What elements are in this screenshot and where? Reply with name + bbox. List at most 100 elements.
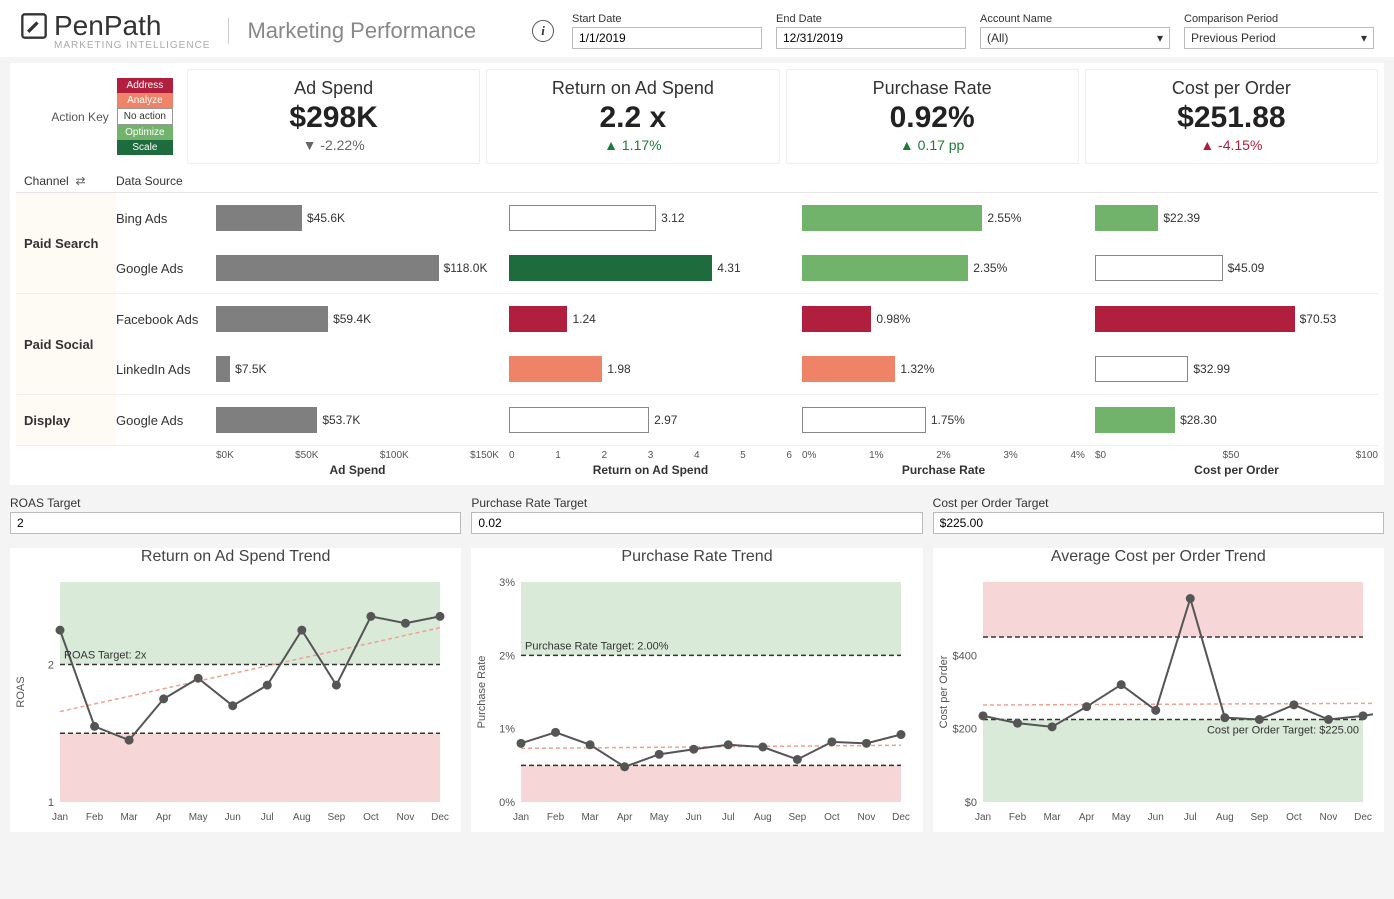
logo-icon [20, 12, 48, 40]
svg-text:Jul: Jul [722, 812, 735, 823]
bar-label: $22.39 [1163, 211, 1200, 225]
bar [1095, 306, 1295, 332]
bar-cell: 1.32% [802, 353, 1085, 385]
svg-text:Jun: Jun [686, 812, 702, 823]
kpi-title: Ad Spend [194, 78, 473, 99]
trend-prate[interactable]: Purchase Rate Trend0%1%2%3%JanFebMarAprM… [471, 548, 922, 832]
roas-target-input[interactable] [10, 512, 461, 534]
bar-label: 2.55% [987, 211, 1021, 225]
kpi-delta: ▲ 1.17% [493, 137, 772, 153]
bar-cell: $22.39 [1095, 202, 1378, 234]
header-source[interactable]: Data Source [116, 174, 216, 188]
svg-text:Oct: Oct [1286, 812, 1302, 823]
end-date-input[interactable] [776, 27, 966, 49]
bar [216, 205, 302, 231]
bar-label: 1.98 [607, 362, 630, 376]
bar-cell: 2.35% [802, 252, 1085, 284]
kpi-card[interactable]: Return on Ad Spend 2.2 x ▲ 1.17% [486, 69, 779, 164]
channel-label: Display [16, 395, 116, 445]
trend-title: Purchase Rate Trend [471, 548, 922, 566]
targets-row: ROAS Target Purchase Rate Target Cost pe… [10, 495, 1384, 534]
trends-row: Return on Ad Spend Trend12JanFebMarAprMa… [10, 548, 1384, 832]
channel-label: Paid Search [16, 193, 116, 293]
data-row[interactable]: Facebook Ads$59.4K1.240.98%$70.53 [116, 294, 1378, 344]
filter-end-date: End Date [776, 13, 966, 49]
bar [802, 407, 926, 433]
action-key-label: Action Key [51, 110, 108, 124]
trend-cpo[interactable]: Average Cost per Order Trend$0$200$400Ja… [933, 548, 1384, 832]
bar-label: 2.97 [654, 413, 677, 427]
start-date-input[interactable] [572, 27, 762, 49]
chevron-down-icon: ▾ [1361, 31, 1367, 45]
channel-group: Paid SocialFacebook Ads$59.4K1.240.98%$7… [16, 294, 1378, 395]
data-row[interactable]: Bing Ads $45.6K 3.12 2.55% $22.39 [116, 193, 1378, 243]
svg-text:1%: 1% [499, 724, 515, 736]
svg-text:Feb: Feb [86, 812, 104, 823]
trend-title: Return on Ad Spend Trend [10, 548, 461, 566]
svg-text:Feb: Feb [1009, 812, 1027, 823]
kpi-title: Purchase Rate [793, 78, 1072, 99]
trend-roas[interactable]: Return on Ad Spend Trend12JanFebMarAprMa… [10, 548, 461, 832]
data-row[interactable]: Google Ads$53.7K2.971.75%$28.30 [116, 395, 1378, 445]
kpi-card[interactable]: Cost per Order $251.88 ▲ -4.15% [1085, 69, 1378, 164]
svg-text:Jan: Jan [513, 812, 529, 823]
bar-cell: 3.12 [509, 202, 792, 234]
trend-title: Average Cost per Order Trend [933, 548, 1384, 566]
bar [1095, 255, 1223, 281]
bar [216, 306, 328, 332]
header-channel[interactable]: Channel⇅ [16, 174, 116, 188]
bar [509, 356, 602, 382]
page-title: Marketing Performance [228, 18, 476, 44]
action-key: Action Key AddressAnalyzeNo actionOptimi… [16, 69, 181, 164]
svg-text:Jan: Jan [975, 812, 991, 823]
data-row[interactable]: LinkedIn Ads$7.5K1.981.32%$32.99 [116, 344, 1378, 394]
kpi-row: Action Key AddressAnalyzeNo actionOptimi… [10, 63, 1384, 170]
info-icon[interactable]: i [532, 20, 554, 42]
bar-label: 1.32% [900, 362, 934, 376]
bar-cell: $53.7K [216, 404, 499, 436]
channel-label: Paid Social [16, 294, 116, 394]
axis-label: Cost per Order [1095, 463, 1378, 477]
kpi-card[interactable]: Ad Spend $298K ▼ -2.22% [187, 69, 480, 164]
bar-label: $32.99 [1193, 362, 1230, 376]
prate-target-input[interactable] [471, 512, 922, 534]
kpi-card[interactable]: Purchase Rate 0.92% ▲ 0.17 pp [786, 69, 1079, 164]
svg-text:Sep: Sep [327, 812, 345, 823]
kpi-delta: ▲ 0.17 pp [793, 137, 1072, 153]
svg-text:Nov: Nov [1319, 812, 1337, 823]
bar [802, 356, 895, 382]
svg-text:2: 2 [48, 660, 54, 672]
svg-text:2%: 2% [499, 650, 515, 662]
svg-text:Apr: Apr [617, 812, 633, 823]
svg-text:ROAS Target: 2x: ROAS Target: 2x [64, 650, 147, 662]
kpi-delta: ▼ -2.22% [194, 137, 473, 153]
cpo-target-input[interactable] [933, 512, 1384, 534]
svg-text:Nov: Nov [858, 812, 876, 823]
account-select[interactable]: (All)▾ [980, 27, 1170, 49]
bar [1095, 356, 1188, 382]
roas-target-label: ROAS Target [10, 496, 80, 510]
kpi-value: 2.2 x [493, 101, 772, 135]
svg-text:$400: $400 [952, 650, 976, 662]
comparison-select[interactable]: Previous Period▾ [1184, 27, 1374, 49]
source-name: LinkedIn Ads [116, 362, 216, 377]
bar-label: $45.09 [1228, 261, 1265, 275]
channel-group: DisplayGoogle Ads$53.7K2.971.75%$28.30 [16, 395, 1378, 446]
svg-text:Cost per Order: Cost per Order [938, 655, 950, 728]
bar-cell: $28.30 [1095, 404, 1378, 436]
bar-label: $45.6K [307, 211, 345, 225]
data-row[interactable]: Google Ads$118.0K4.312.35%$45.09 [116, 243, 1378, 293]
bar-cell: 4.31 [509, 252, 792, 284]
grid-header: Channel⇅ Data Source [16, 170, 1378, 193]
bar-cell: 2.55% [802, 202, 1085, 234]
bar-label: $53.7K [322, 413, 360, 427]
svg-text:Purchase Rate: Purchase Rate [476, 656, 488, 729]
svg-text:Dec: Dec [892, 812, 910, 823]
bar [1095, 407, 1175, 433]
svg-text:Apr: Apr [1079, 812, 1095, 823]
svg-text:Jan: Jan [52, 812, 68, 823]
channel-group: Paid SearchBing Ads $45.6K 3.12 2.55% $22.39… [16, 193, 1378, 294]
svg-text:$200: $200 [952, 724, 976, 736]
source-name: Bing Ads [116, 211, 216, 226]
filters: Start Date End Date Account Name (All)▾ … [572, 13, 1374, 49]
